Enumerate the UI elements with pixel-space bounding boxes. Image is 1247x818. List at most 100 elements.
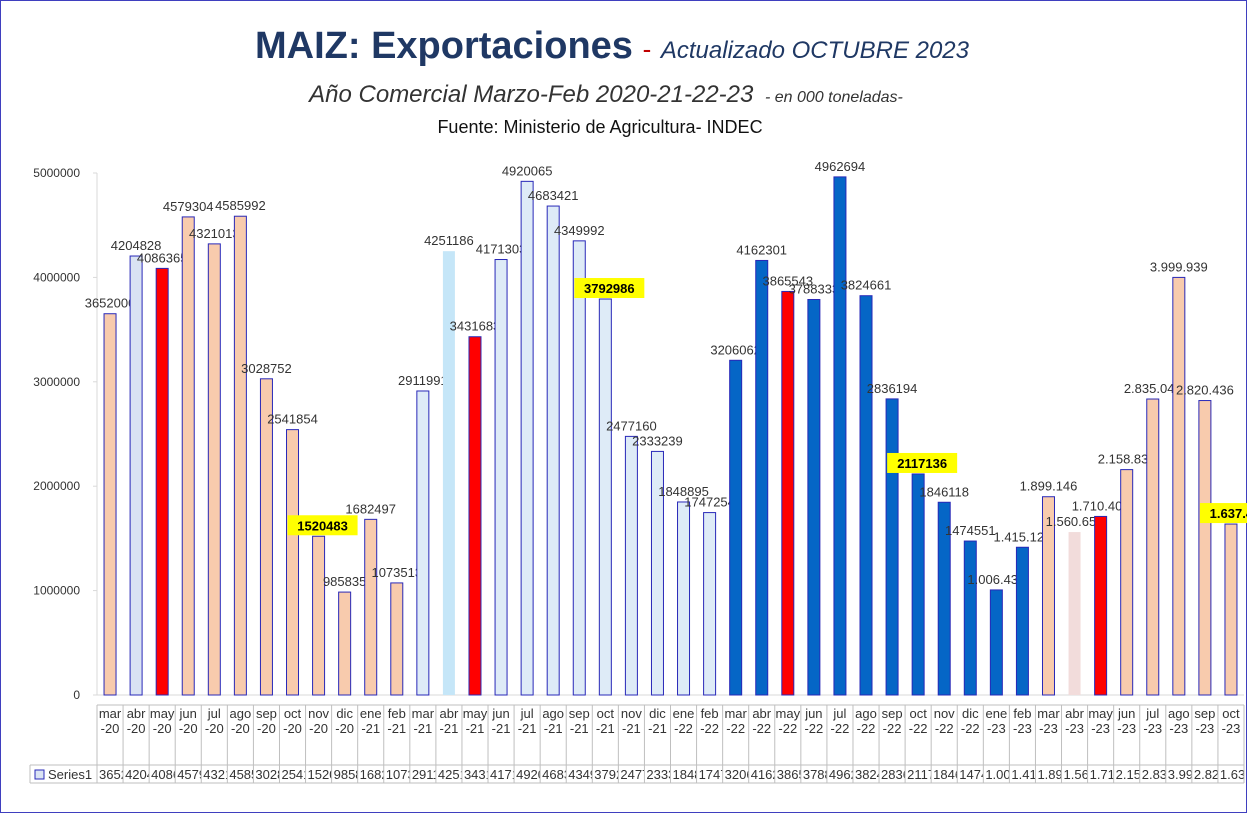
x-tick-label: oct -21 [596, 706, 615, 736]
data-label: 2541854 [267, 412, 318, 427]
table-cell: 4321013 [203, 767, 227, 782]
x-tick-label: sep -21 [569, 706, 590, 736]
bar [1015, 546, 1029, 696]
table-value: 1.560.652 [1064, 767, 1122, 782]
x-tick-label: ene -23 [986, 706, 1008, 736]
x-tick-label: ago -22 [855, 706, 877, 736]
x-tick-label: jul -23 [1143, 706, 1162, 736]
table-value: 3865543 [777, 767, 828, 782]
table-cell: 2.158.831 [1116, 767, 1140, 782]
table-value: 2.820.436 [1194, 767, 1247, 782]
x-tick-label: sep -22 [882, 706, 903, 736]
bar [1041, 496, 1055, 696]
table-value: 1747254 [699, 767, 750, 782]
x-tick-label: mar -23 [1037, 706, 1060, 736]
data-label: 3865543 [762, 273, 813, 288]
x-tick-label: jun -21 [491, 706, 510, 736]
data-label: 3652000 [85, 296, 136, 311]
table-value: 1073513 [386, 767, 437, 782]
bar [885, 398, 899, 696]
x-tick-label: jul -22 [831, 706, 850, 736]
data-label: 4321013 [189, 226, 240, 241]
table-cell: 3.999.939 [1168, 767, 1226, 782]
table-cell: 2477160 [620, 767, 644, 782]
x-tick-label: jun -20 [179, 706, 198, 736]
x-tick-label: jul -20 [205, 706, 224, 736]
data-label: 2.820.436 [1176, 383, 1234, 398]
bar [233, 215, 247, 696]
subtitle-line: Año Comercial Marzo-Feb 2020-21-22-23 - … [307, 81, 903, 108]
data-label: 1846118 [919, 484, 969, 499]
y-tick-label: 2000000 [33, 479, 80, 493]
table-cell: 2836194 [881, 767, 905, 782]
table-value: 2911991 [412, 767, 462, 782]
bar [859, 295, 873, 696]
bar [703, 512, 717, 696]
data-label: 4171303 [476, 242, 527, 257]
bar [259, 378, 273, 696]
x-tick-label: nov -21 [621, 706, 642, 736]
data-label: 3.999.939 [1150, 259, 1208, 274]
bar [390, 582, 404, 696]
table-value: 1846118 [933, 767, 983, 782]
table-cell: 1747254 [699, 767, 750, 782]
table-value: 1.637.45 [1220, 767, 1247, 782]
table-cell: 4962694 [829, 767, 853, 782]
subtitle: Año Comercial Marzo-Feb 2020-21-22-23 [307, 81, 754, 108]
table-value: 3824661 [855, 767, 906, 782]
x-tick-label: dic -20 [335, 706, 354, 736]
x-tick-label: mar -21 [412, 706, 435, 736]
data-label: 3824661 [841, 278, 892, 293]
bar [755, 259, 769, 696]
bar [1146, 398, 1160, 696]
table-value: 3788333 [803, 767, 854, 782]
bar [729, 359, 743, 696]
table-cell: 3792986 [594, 767, 618, 782]
source: Fuente: Ministerio de Agricultura- INDEC [437, 117, 762, 137]
table-cell: 2.835.046 [1142, 767, 1166, 782]
table-cell: 1520483 [308, 767, 332, 782]
data-label: 2911991 [398, 373, 448, 388]
table-value: 2333239 [646, 767, 697, 782]
bar [129, 255, 143, 696]
table-value: 1474551 [959, 767, 1010, 782]
bar [650, 450, 664, 696]
table-cell: 4579304 [177, 767, 228, 782]
table-cell: 2541854 [281, 767, 305, 782]
table-value: 1.710.407 [1090, 767, 1148, 782]
data-label: 1520483 [297, 518, 348, 533]
data-label: 3788333 [789, 281, 840, 296]
table-cell: 1682497 [360, 767, 384, 782]
data-label: 4251186 [424, 233, 474, 248]
table-cell: 1846118 [933, 767, 983, 782]
table-cell: 2117136 [907, 767, 931, 782]
table-cell: 1474551 [959, 767, 1010, 782]
table-cell: 2333239 [646, 767, 697, 782]
data-label: 1.710.407 [1072, 498, 1130, 513]
data-label: 1.006.431 [967, 572, 1025, 587]
bar [520, 180, 534, 696]
table-cell: 1.560.652 [1064, 767, 1122, 782]
bar [338, 591, 352, 696]
table-value: 3.999.939 [1168, 767, 1226, 782]
table-value: 4579304 [177, 767, 228, 782]
data-label: 1073513 [371, 565, 422, 580]
data-label: 1.415.123 [993, 529, 1051, 544]
table-value: 1.006.431 [985, 767, 1043, 782]
bar [1120, 469, 1134, 696]
table-cell: 1.006.431 [985, 767, 1043, 782]
x-tick-label: may -21 [463, 706, 488, 736]
table-value: 4349992 [568, 767, 619, 782]
bar [103, 313, 117, 696]
title-line: MAIZ: Exportaciones - Actualizado OCTUBR… [255, 25, 970, 67]
data-label: 4162301 [736, 242, 787, 257]
bar [364, 518, 378, 696]
x-tick-label: dic -21 [648, 706, 667, 736]
data-label: 985835 [323, 574, 366, 589]
x-tick-label: oct -23 [1222, 706, 1241, 736]
x-tick-label: feb -22 [700, 706, 719, 736]
bar [286, 429, 300, 696]
data-label: 1747254 [684, 495, 735, 510]
bar [624, 435, 638, 696]
bar [207, 243, 221, 696]
